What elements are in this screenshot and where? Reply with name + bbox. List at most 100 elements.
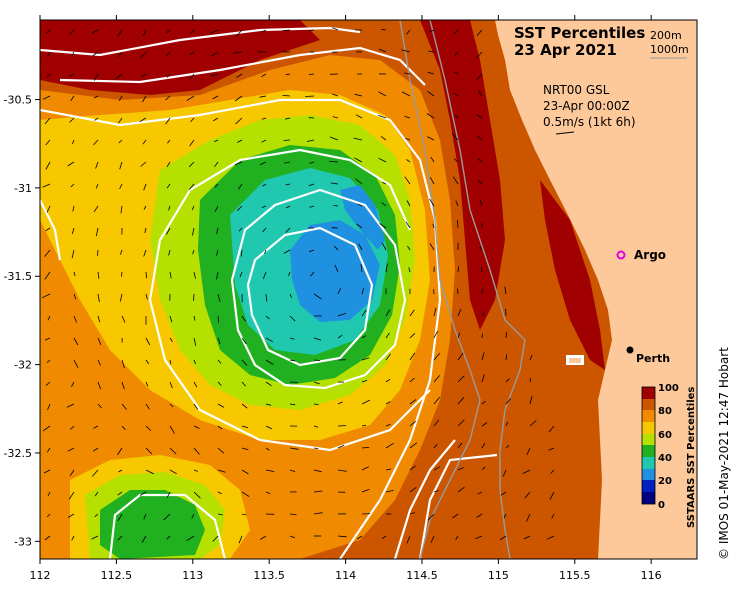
current-arrow bbox=[313, 293, 322, 300]
current-arrow bbox=[457, 486, 465, 493]
current-arrow bbox=[409, 333, 416, 339]
current-arrow bbox=[44, 117, 51, 125]
current-arrow bbox=[46, 513, 51, 518]
current-arrow bbox=[379, 223, 387, 229]
current-arrow bbox=[406, 200, 411, 207]
y-tick-label: -30.5 bbox=[4, 94, 32, 107]
current-arrow bbox=[92, 447, 99, 452]
sst-region-red-coastal-2 bbox=[540, 180, 605, 370]
current-arrow bbox=[261, 139, 267, 143]
current-arrow bbox=[259, 161, 267, 166]
current-arrow bbox=[481, 333, 483, 339]
current-arrow bbox=[522, 469, 531, 474]
colorbar-bin-0-10 bbox=[642, 492, 655, 504]
current-arrow bbox=[238, 183, 243, 190]
current-arrow bbox=[237, 205, 243, 211]
current-arrow bbox=[262, 183, 267, 187]
colorbar: 100 80 60 40 20 0 SSTAARS SST Percentile… bbox=[641, 383, 697, 528]
current-arrow bbox=[283, 139, 291, 141]
current-arrow bbox=[332, 93, 339, 97]
current-arrow bbox=[529, 395, 533, 405]
current-arrow bbox=[217, 447, 225, 454]
current-arrow bbox=[401, 91, 411, 97]
current-arrow bbox=[217, 469, 226, 473]
current-arrow bbox=[169, 469, 177, 475]
current-arrow bbox=[481, 312, 485, 317]
current-arrow bbox=[475, 535, 483, 540]
current-arrow bbox=[67, 447, 75, 452]
current-arrow bbox=[354, 157, 363, 163]
current-arrow bbox=[283, 249, 291, 254]
current-arrow bbox=[453, 176, 459, 185]
map-date: 23 Apr 2021 bbox=[514, 41, 617, 59]
current-arrow bbox=[186, 95, 195, 101]
current-arrow bbox=[430, 535, 435, 543]
current-arrow bbox=[427, 136, 435, 141]
current-arrow bbox=[188, 161, 195, 168]
current-arrow bbox=[505, 331, 508, 339]
current-arrow bbox=[44, 249, 51, 257]
current-arrow bbox=[427, 513, 435, 521]
current-arrow bbox=[95, 161, 99, 169]
current-arrow bbox=[93, 205, 99, 213]
current-arrow bbox=[186, 535, 195, 542]
current-arrow bbox=[361, 288, 365, 295]
current-arrow bbox=[454, 93, 459, 97]
current-arrow bbox=[91, 469, 99, 477]
current-arrow bbox=[238, 227, 243, 232]
current-arrow bbox=[46, 73, 51, 78]
current-arrow bbox=[70, 425, 75, 430]
y-tick-label: -32.5 bbox=[4, 447, 32, 460]
current-arrow bbox=[236, 73, 243, 78]
current-arrow bbox=[429, 243, 435, 251]
current-arrow bbox=[140, 51, 147, 59]
current-arrow bbox=[285, 117, 291, 120]
current-arrow bbox=[214, 183, 219, 188]
colorbar-bin-70-80 bbox=[642, 410, 655, 422]
current-arrow bbox=[71, 381, 75, 387]
current-arrow bbox=[145, 381, 149, 387]
x-tick-label: 115 bbox=[488, 569, 509, 582]
current-arrow bbox=[337, 401, 343, 405]
current-arrow bbox=[166, 535, 171, 540]
model-info: NRT00 GSL bbox=[543, 83, 610, 97]
current-arrow bbox=[385, 442, 394, 449]
current-arrow bbox=[94, 491, 99, 497]
current-arrow bbox=[117, 51, 123, 58]
current-arrow bbox=[401, 49, 411, 53]
current-arrow bbox=[165, 117, 171, 125]
current-arrow bbox=[427, 90, 435, 97]
current-arrow bbox=[476, 29, 483, 37]
current-arrow bbox=[166, 51, 171, 57]
current-arrow bbox=[265, 403, 272, 406]
current-arrow bbox=[289, 513, 297, 516]
current-arrow bbox=[385, 424, 391, 427]
current-arrow bbox=[457, 375, 465, 383]
current-arrow bbox=[169, 359, 172, 365]
current-arrow bbox=[117, 535, 123, 541]
current-arrow bbox=[308, 73, 315, 75]
current-arrow bbox=[120, 205, 123, 214]
map-plot-area bbox=[40, 20, 697, 559]
current-arrow bbox=[145, 425, 151, 431]
current-arrow bbox=[451, 133, 459, 141]
current-arrow bbox=[361, 424, 367, 427]
current-arrow bbox=[265, 469, 275, 472]
contour-7 bbox=[148, 148, 412, 301]
current-arrow bbox=[282, 95, 291, 97]
island-inner bbox=[569, 358, 581, 363]
colorbar-tick-40: 40 bbox=[658, 453, 672, 464]
current-arrow bbox=[241, 425, 249, 429]
current-arrow bbox=[41, 293, 51, 299]
current-arrow bbox=[140, 161, 147, 167]
current-arrow bbox=[71, 249, 75, 259]
current-arrow bbox=[289, 337, 295, 340]
current-arrow bbox=[120, 249, 123, 255]
current-arrow bbox=[192, 249, 195, 255]
current-arrow bbox=[239, 271, 243, 278]
current-arrow bbox=[193, 403, 199, 410]
current-arrow bbox=[145, 447, 152, 455]
current-arrow bbox=[430, 156, 435, 163]
current-arrow bbox=[169, 381, 173, 389]
current-arrow bbox=[265, 491, 271, 495]
